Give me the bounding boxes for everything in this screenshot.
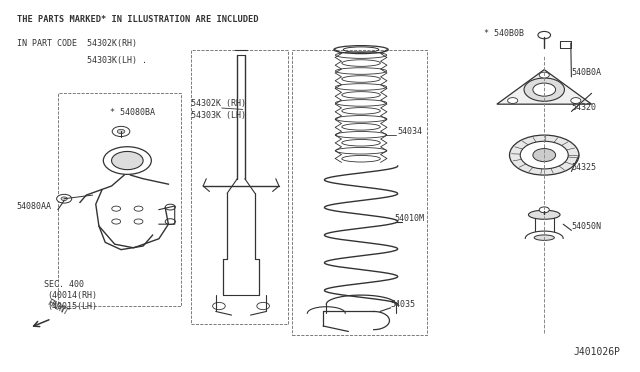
Circle shape: [524, 78, 564, 101]
Bar: [292, 49, 428, 335]
Ellipse shape: [529, 210, 560, 219]
Text: * 540B0B: * 540B0B: [484, 29, 524, 38]
Text: 54050N: 54050N: [572, 222, 602, 231]
Text: J401026P: J401026P: [573, 347, 620, 357]
Circle shape: [538, 32, 550, 39]
Text: 54302K (RH): 54302K (RH): [191, 99, 246, 108]
Circle shape: [165, 219, 175, 225]
Text: * 54080BA: * 54080BA: [110, 108, 156, 117]
Circle shape: [539, 207, 549, 213]
Circle shape: [134, 219, 143, 224]
Polygon shape: [497, 70, 591, 104]
Text: 54035: 54035: [391, 300, 416, 309]
Text: 54080AA: 54080AA: [17, 202, 52, 211]
Circle shape: [103, 147, 151, 174]
Circle shape: [117, 129, 125, 134]
Circle shape: [61, 197, 67, 201]
Text: 54303K(LH) .: 54303K(LH) .: [17, 56, 147, 65]
Circle shape: [112, 219, 120, 224]
Text: 54010M: 54010M: [394, 214, 424, 223]
Ellipse shape: [534, 235, 554, 240]
Text: THE PARTS MARKED* IN ILLUSTRATION ARE INCLUDED: THE PARTS MARKED* IN ILLUSTRATION ARE IN…: [17, 15, 259, 24]
Circle shape: [257, 302, 269, 310]
Text: 54325: 54325: [572, 163, 596, 172]
Bar: [191, 49, 289, 324]
Circle shape: [520, 141, 568, 169]
Text: IN PART CODE  54302K(RH): IN PART CODE 54302K(RH): [17, 39, 137, 48]
Bar: [58, 93, 181, 306]
Text: 54320: 54320: [572, 103, 596, 112]
Circle shape: [539, 72, 549, 78]
Text: SEC. 400: SEC. 400: [44, 280, 84, 289]
Circle shape: [165, 204, 175, 210]
Circle shape: [134, 206, 143, 211]
Text: 540B0A: 540B0A: [572, 68, 602, 77]
Circle shape: [533, 83, 556, 96]
Text: 54034: 54034: [397, 126, 422, 136]
Circle shape: [509, 135, 579, 175]
Circle shape: [112, 206, 120, 211]
Text: (40014(RH): (40014(RH): [47, 291, 97, 300]
Text: (40015(LH): (40015(LH): [47, 302, 97, 311]
Circle shape: [533, 148, 556, 162]
Circle shape: [112, 126, 130, 137]
Circle shape: [212, 302, 225, 310]
Circle shape: [111, 151, 143, 170]
Text: 54303K (LH): 54303K (LH): [191, 110, 246, 120]
Circle shape: [508, 97, 518, 103]
Circle shape: [571, 97, 581, 103]
Circle shape: [56, 194, 72, 203]
Text: FRONT: FRONT: [45, 298, 70, 317]
